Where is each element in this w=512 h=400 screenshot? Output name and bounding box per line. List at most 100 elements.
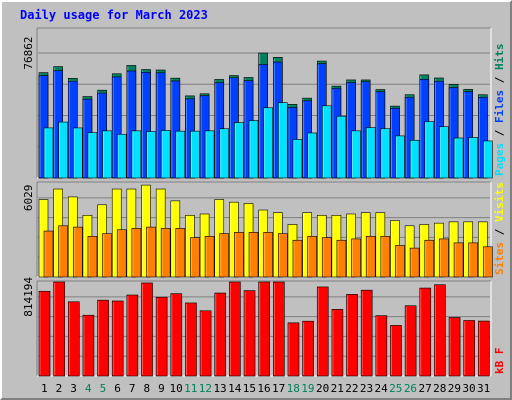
x-tick-label-27: 27: [418, 382, 431, 395]
bar-pages-27: [424, 121, 435, 179]
bar-pages-31: [483, 140, 493, 179]
bar-files-1: [38, 75, 49, 179]
x-tick-label-17: 17: [272, 382, 285, 395]
bar-kb-f-23: [360, 289, 373, 377]
legend-sites: Sites: [493, 242, 506, 275]
bar-files-31: [478, 97, 488, 179]
bar-sites-4: [87, 235, 98, 278]
bar-pages-2: [58, 121, 68, 179]
bar-sites-26: [409, 247, 420, 278]
bar-files-26: [404, 97, 415, 179]
x-tick-label-21: 21: [331, 382, 344, 395]
bar-sites-28: [439, 238, 449, 278]
bar-kb-f-1: [38, 290, 51, 377]
bar-files-10: [170, 80, 181, 179]
bar-kb-f-10: [170, 293, 183, 377]
bar-kb-f-14: [229, 281, 241, 377]
bar-kb-f-25: [390, 325, 402, 377]
bar-files-7: [126, 70, 137, 179]
bar-kb-f-31: [478, 320, 490, 377]
bar-kb-f-17: [273, 281, 285, 377]
bar-sites-1: [43, 230, 54, 278]
x-tick-label-18: 18: [287, 382, 300, 395]
bar-sites-31: [483, 246, 493, 278]
bar-kb-f-21: [331, 309, 344, 377]
x-tick-label-12: 12: [199, 382, 212, 395]
bar-sites-19: [307, 235, 317, 278]
bar-files-6: [111, 76, 122, 179]
legend-sep1: /: [493, 123, 506, 143]
bar-sites-12: [204, 235, 215, 278]
bar-sites-16: [263, 232, 273, 278]
x-tick-label-19: 19: [301, 382, 314, 395]
bar-sites-25: [395, 245, 405, 278]
bar-pages-9: [160, 130, 171, 179]
bar-files-30: [463, 91, 474, 179]
chart-title: Daily usage for March 2023: [20, 8, 208, 22]
x-tick-label-6: 6: [114, 382, 121, 395]
bar-pages-12: [204, 130, 215, 179]
bar-kb-f-19: [302, 320, 314, 377]
x-tick-label-7: 7: [129, 382, 136, 395]
x-tick-label-14: 14: [228, 382, 242, 395]
x-tick-label-2: 2: [56, 382, 63, 395]
series-legend: Sites / Visits: [493, 182, 506, 275]
x-tick-label-30: 30: [462, 382, 475, 395]
bar-kb-f-11: [185, 302, 197, 377]
bar-pages-30: [468, 137, 479, 179]
panel-visits-sites: 6029 Sites / Visits: [22, 181, 506, 278]
bar-sites-13: [219, 233, 230, 278]
x-tick-label-10: 10: [170, 382, 183, 395]
bar-kb-f-22: [346, 294, 358, 377]
x-tick-label-3: 3: [70, 382, 77, 395]
bar-kb-f-16: [258, 281, 270, 377]
bar-kb-f-30: [463, 320, 476, 377]
legend-sep2: /: [493, 70, 506, 90]
bar-pages-28: [439, 126, 449, 179]
x-tick-label-26: 26: [404, 382, 417, 395]
bar-kb-f-24: [375, 315, 388, 377]
bar-kb-f-5: [97, 299, 109, 377]
bar-kb-f-13: [214, 292, 227, 377]
bar-pages-1: [43, 127, 54, 179]
bar-sites-9: [160, 228, 171, 278]
bar-pages-29: [453, 137, 464, 179]
bar-sites-14: [234, 232, 244, 278]
bar-kb-f-12: [199, 310, 212, 377]
bar-pages-15: [248, 120, 259, 179]
x-tick-label-11: 11: [184, 382, 197, 395]
bar-sites-2: [58, 225, 68, 278]
legend-hits: Hits: [493, 44, 506, 71]
bar-pages-25: [395, 135, 405, 179]
bar-pages-16: [263, 107, 273, 179]
bar-kb-f-18: [287, 322, 300, 377]
x-tick-label-24: 24: [375, 382, 389, 395]
x-tick-label-15: 15: [243, 382, 256, 395]
bar-pages-18: [292, 139, 303, 179]
x-tick-label-31: 31: [477, 382, 490, 395]
legend-visits: Visits: [493, 182, 506, 222]
bar-sites-15: [248, 232, 259, 278]
series-legend: kB F: [493, 348, 506, 375]
panel-hits-files-pages: 76862 Pages / Files / Hits: [22, 27, 506, 179]
bar-pages-20: [321, 105, 332, 179]
bar-files-8: [141, 71, 151, 179]
bar-sites-6: [116, 229, 127, 278]
bar-sites-30: [468, 242, 479, 278]
bar-kb-f-27: [419, 287, 432, 377]
bar-pages-5: [102, 130, 112, 179]
bar-sites-29: [453, 242, 464, 278]
bar-kb-f-9: [155, 296, 168, 377]
bar-pages-26: [409, 139, 420, 179]
x-tick-label-5: 5: [100, 382, 107, 395]
y-max-label: 76862: [22, 36, 35, 69]
bar-pages-7: [131, 130, 142, 179]
bar-sites-17: [278, 233, 288, 278]
bar-kb-f-7: [126, 294, 139, 377]
bar-sites-5: [102, 233, 112, 278]
legend-sep: /: [493, 222, 506, 242]
bar-kb-f-26: [404, 305, 417, 377]
bar-pages-24: [380, 128, 391, 179]
x-tick-label-9: 9: [158, 382, 165, 395]
